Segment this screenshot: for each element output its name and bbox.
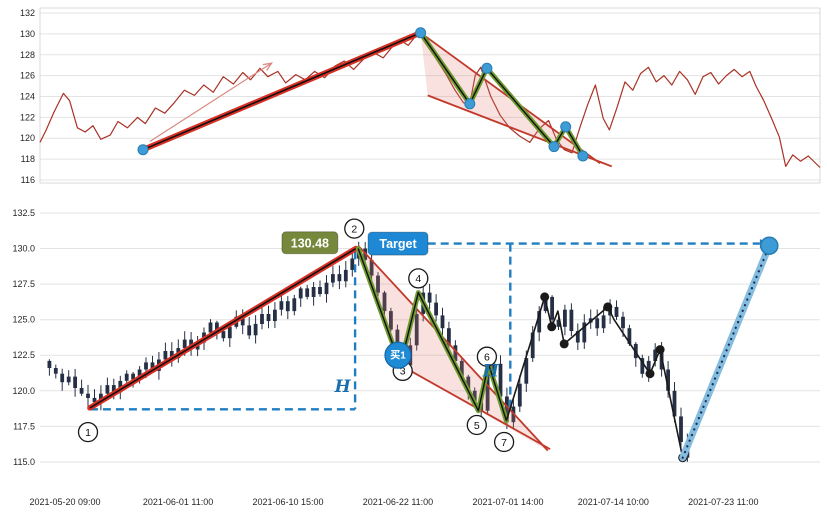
annotation-arrow (149, 62, 272, 142)
pivot-number-circle (466, 414, 487, 436)
y-tick-label: 122 (20, 112, 35, 122)
swing-dot (547, 322, 557, 332)
y-tick-label: 130 (20, 29, 35, 39)
annotation-arrowhead (262, 62, 273, 71)
pivot-number-label: 1 (85, 427, 91, 439)
swing-dot (540, 292, 550, 302)
x-tick-label: 2021-07-01 14:00 (472, 497, 543, 507)
y-tick-label: 124 (20, 92, 35, 102)
pivot-dot (577, 150, 589, 162)
y-tick-label: 115.0 (13, 457, 35, 467)
post-breakout-line (505, 296, 684, 458)
pivot-dot (548, 141, 560, 153)
pivot-dot (560, 121, 572, 133)
x-tick-label: 2021-07-23 11:00 (688, 497, 758, 507)
pivot-number-circle (77, 421, 99, 443)
pivot-number-label: 7 (501, 437, 507, 449)
swing-dot (559, 339, 569, 349)
swing-dot (603, 302, 613, 312)
pivot-dot (415, 27, 427, 39)
y-tick-label: 117.5 (13, 421, 35, 431)
pivot-number-label: 2 (351, 223, 357, 235)
flag-fill (420, 32, 612, 167)
swing-dot (655, 345, 665, 355)
pivot-number-circle (493, 431, 515, 453)
buy-signal-circle (384, 341, 412, 369)
y-tick-label: 127.5 (12, 279, 35, 289)
flag-upper-boundary (357, 245, 549, 452)
swing-dot (645, 369, 655, 379)
pivot-number-circle (476, 346, 498, 367)
height-measure-label: H (334, 377, 352, 397)
pivot-number-label: 5 (474, 420, 480, 432)
pivot-number-label: 6 (484, 352, 490, 364)
target-label (367, 231, 429, 256)
pivot-number-circle (344, 218, 365, 239)
y-tick-label: 125.0 (12, 315, 35, 325)
x-tick-label: 2021-06-22 11:00 (363, 497, 433, 507)
pivot-number-label: 3 (400, 366, 406, 378)
y-tick-label: 118 (21, 154, 35, 164)
y-tick-label: 132.5 (12, 208, 35, 218)
candlestick-series (47, 241, 690, 462)
detail-panel: 115.0 117.5 120.0 122.5 125.0 127.5 130.0 132.5… (12, 208, 820, 507)
pivot-number-circle (408, 268, 429, 289)
y-tick-label: 120 (20, 133, 35, 143)
pole-trendline-core (89, 247, 357, 409)
breakout-price-label-text: 130.48 (291, 236, 329, 250)
plot-frame (39, 7, 821, 184)
pole-trendline-core (142, 32, 421, 151)
y-tick-label: 128 (20, 50, 35, 60)
y-tick-label: 116 (21, 175, 35, 185)
overview-panel: 116 118 120 122 124 126 128 130 132 (20, 7, 821, 185)
target-label-text: Target (379, 237, 417, 251)
x-tick-label: 2021-07-14 10:00 (578, 497, 649, 507)
flag-zigzag-core (420, 32, 584, 157)
x-tick-label: 2021-05-20 09:00 (29, 497, 100, 507)
height-measure-label: H (482, 362, 500, 382)
pivot-dot (464, 98, 476, 110)
y-tick-label: 122.5 (12, 350, 35, 360)
price-line (39, 32, 821, 168)
y-tick-label: 132 (20, 8, 35, 18)
y-tick-label: 126 (20, 71, 35, 81)
pivot-dot (481, 62, 493, 74)
pivot-dot (137, 144, 149, 156)
buy-signal-label: 买1 (390, 350, 406, 362)
breakout-price-label (281, 231, 339, 255)
y-tick-label: 120.0 (12, 386, 35, 396)
x-tick-label: 2021-06-10 15:00 (252, 497, 323, 507)
pivot-number-label: 4 (415, 273, 421, 285)
x-tick-label: 2021-06-01 11:00 (143, 497, 213, 507)
y-tick-label: 130.0 (12, 244, 35, 254)
target-dot (760, 236, 779, 255)
projection-line (679, 242, 773, 462)
